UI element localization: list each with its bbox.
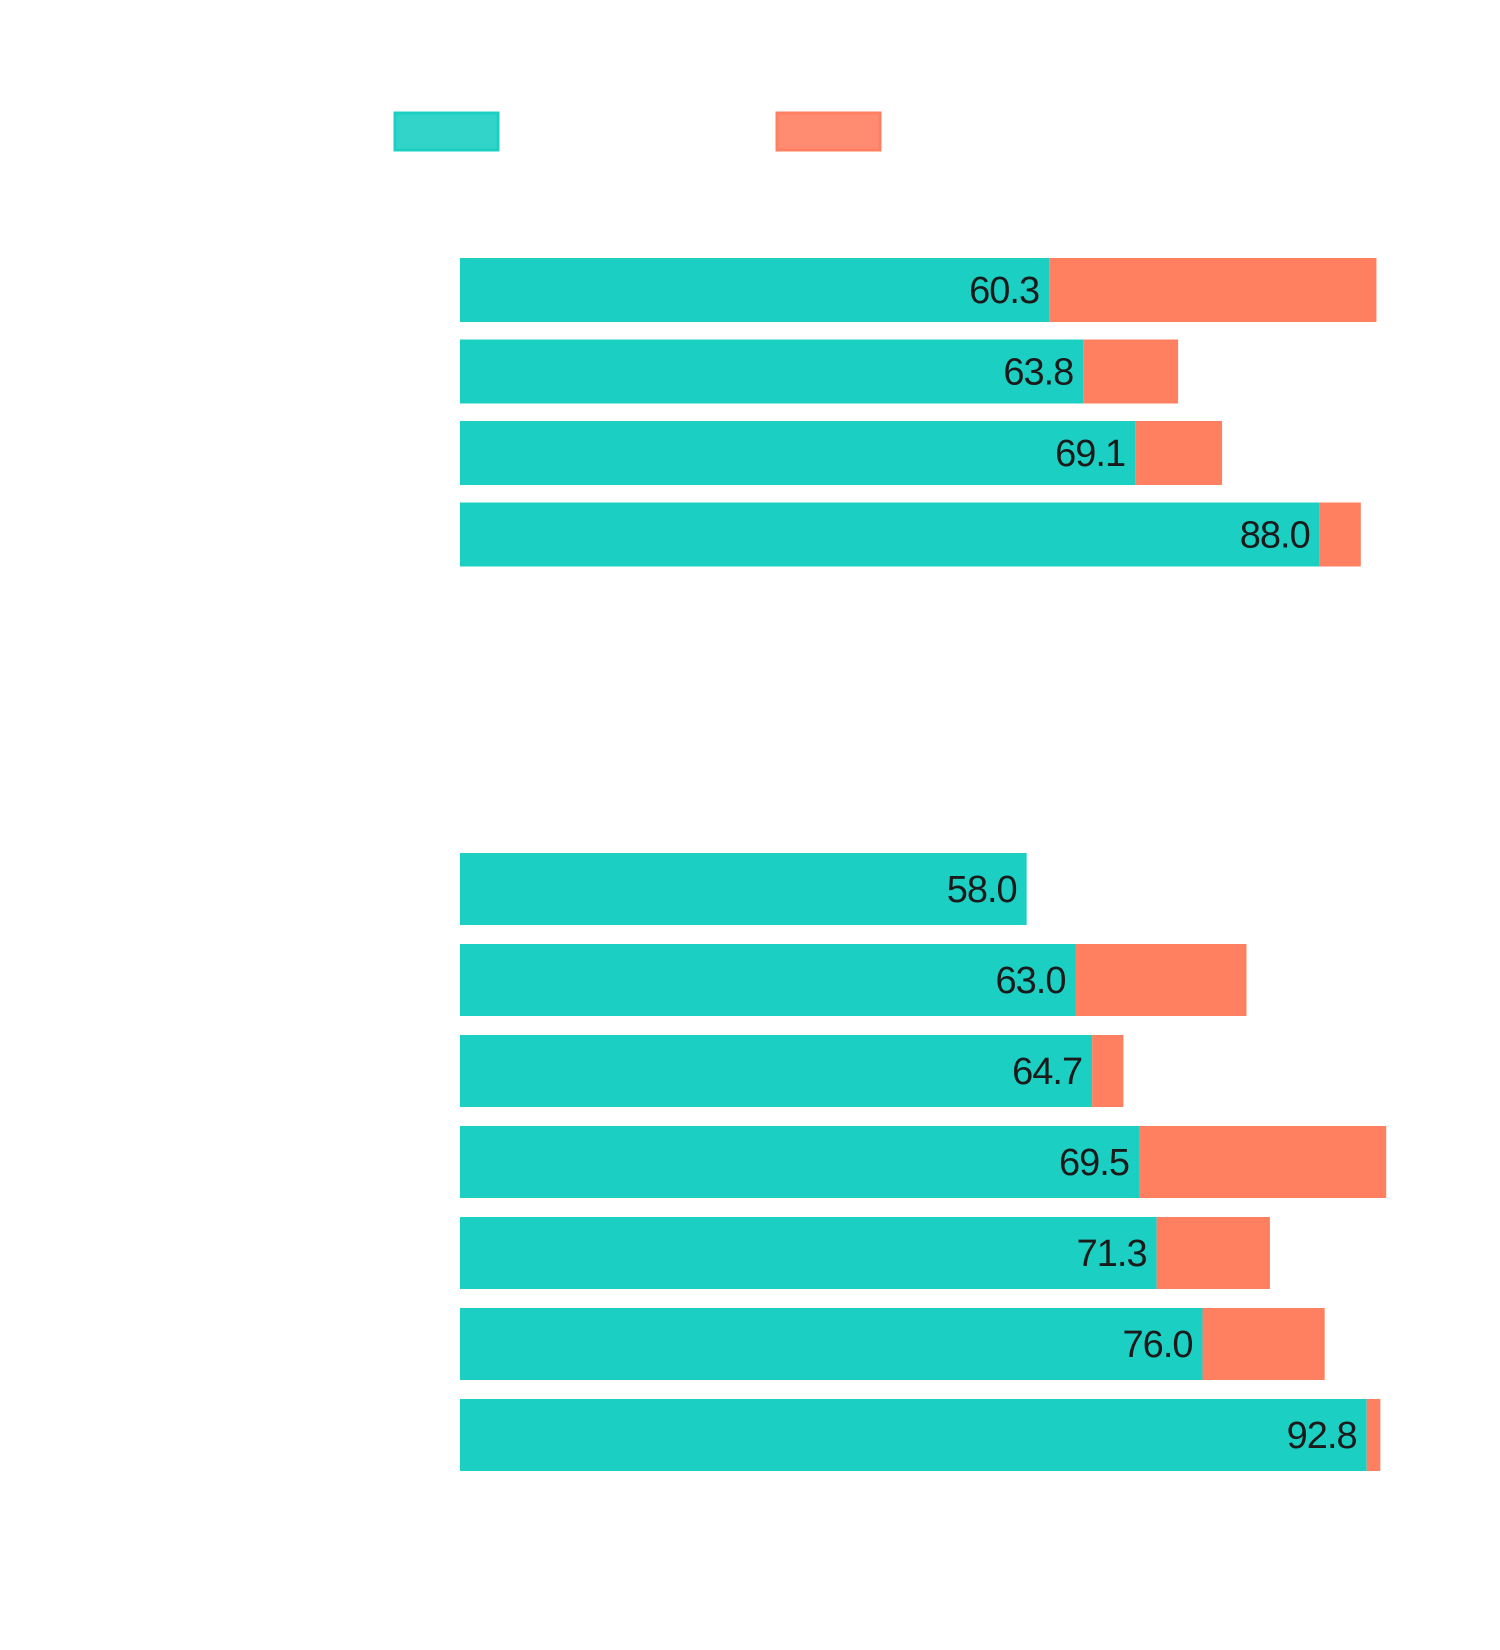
bar-value-label: 88.0 [1240,515,1310,557]
bar-base-segment [460,502,1320,567]
bar-value-label: 92.8 [1287,1415,1357,1457]
legend [393,111,882,152]
bar-extra-segment [1202,1308,1325,1380]
bar-base-segment [460,258,1050,322]
bar-value-label: 58.0 [947,869,1017,911]
bar-value-label: 64.7 [1012,1051,1082,1093]
bar-base-segment [460,339,1084,404]
bar-extra-segment [1075,944,1247,1016]
bar-extra-segment [1049,258,1377,322]
bar-extra-segment [1366,1399,1381,1471]
bar-extra-segment [1135,421,1223,485]
bar-extra-segment [1156,1217,1270,1289]
bar-base-segment [460,944,1076,1016]
bar-base-segment [460,1217,1157,1289]
bar-value-label: 63.0 [996,960,1066,1002]
bar-group-2: 58.0 63.0 64.7 69.5 71.3 76.0 92.8 [460,853,1387,1471]
bar-value-label: 76.0 [1123,1324,1193,1366]
bar-base-segment [460,1126,1140,1198]
bar-extra-segment [1319,502,1361,567]
bar-base-segment [460,421,1136,485]
bar-group-1: 60.3 63.8 69.1 88.0 [460,258,1377,567]
bar-extra-segment [1083,339,1179,404]
legend-swatch-1 [393,111,500,152]
bar-base-segment [460,1308,1203,1380]
bar-extra-segment [1139,1126,1387,1198]
bar-extra-segment [1092,1035,1124,1107]
bar-base-segment [460,1035,1093,1107]
bar-value-label: 69.1 [1055,433,1125,475]
bar-value-label: 71.3 [1077,1233,1147,1275]
bar-value-label: 63.8 [1003,352,1073,394]
bar-value-label: 69.5 [1059,1142,1129,1184]
bar-value-label: 60.3 [969,270,1039,312]
legend-swatch-2 [775,111,882,152]
plot-area: 60.3 63.8 69.1 88.0 58.0 63.0 64.7 69.5 71.3 76.0… [460,258,1387,1471]
bar-base-segment [460,853,1027,925]
bar-base-segment [460,1399,1367,1471]
